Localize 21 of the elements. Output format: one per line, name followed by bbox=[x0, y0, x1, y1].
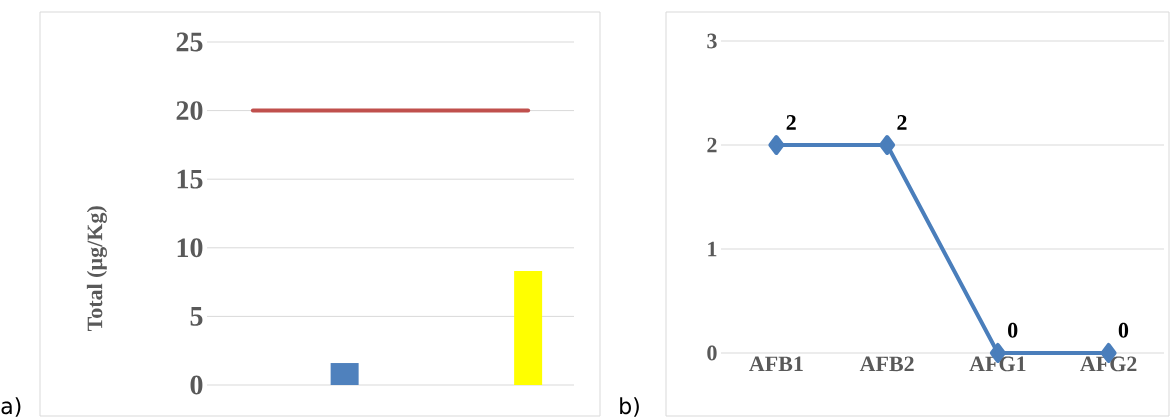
data-label: 0 bbox=[1118, 322, 1129, 338]
y-tick-label: 25 bbox=[176, 32, 203, 52]
data-label: 2 bbox=[786, 115, 796, 130]
data-label: 2 bbox=[897, 115, 907, 130]
y-tick-label: 10 bbox=[177, 238, 203, 258]
y-tick-label: 0 bbox=[707, 345, 717, 361]
x-tick-label: AFG2 bbox=[1080, 356, 1137, 372]
y-tick-label: 2 bbox=[707, 137, 717, 153]
x-tick-label: AFB1 bbox=[749, 356, 803, 372]
x-tick-label: AFB2 bbox=[859, 356, 914, 372]
y-axis-title: Total (µg/Kg) bbox=[86, 206, 107, 332]
text: a) bbox=[1, 397, 21, 417]
y-tick-label: 5 bbox=[190, 307, 203, 326]
data-label: 0 bbox=[1008, 322, 1018, 338]
y-tick-label: 20 bbox=[176, 101, 203, 121]
x-tick-label: AFG1 bbox=[969, 356, 1026, 372]
y-tick-label: 3 bbox=[707, 33, 717, 49]
y-tick-label: 15 bbox=[177, 169, 203, 189]
text: b) bbox=[620, 397, 639, 417]
y-tick-label: 0 bbox=[190, 375, 203, 395]
y-tick-label: 1 bbox=[708, 241, 717, 257]
